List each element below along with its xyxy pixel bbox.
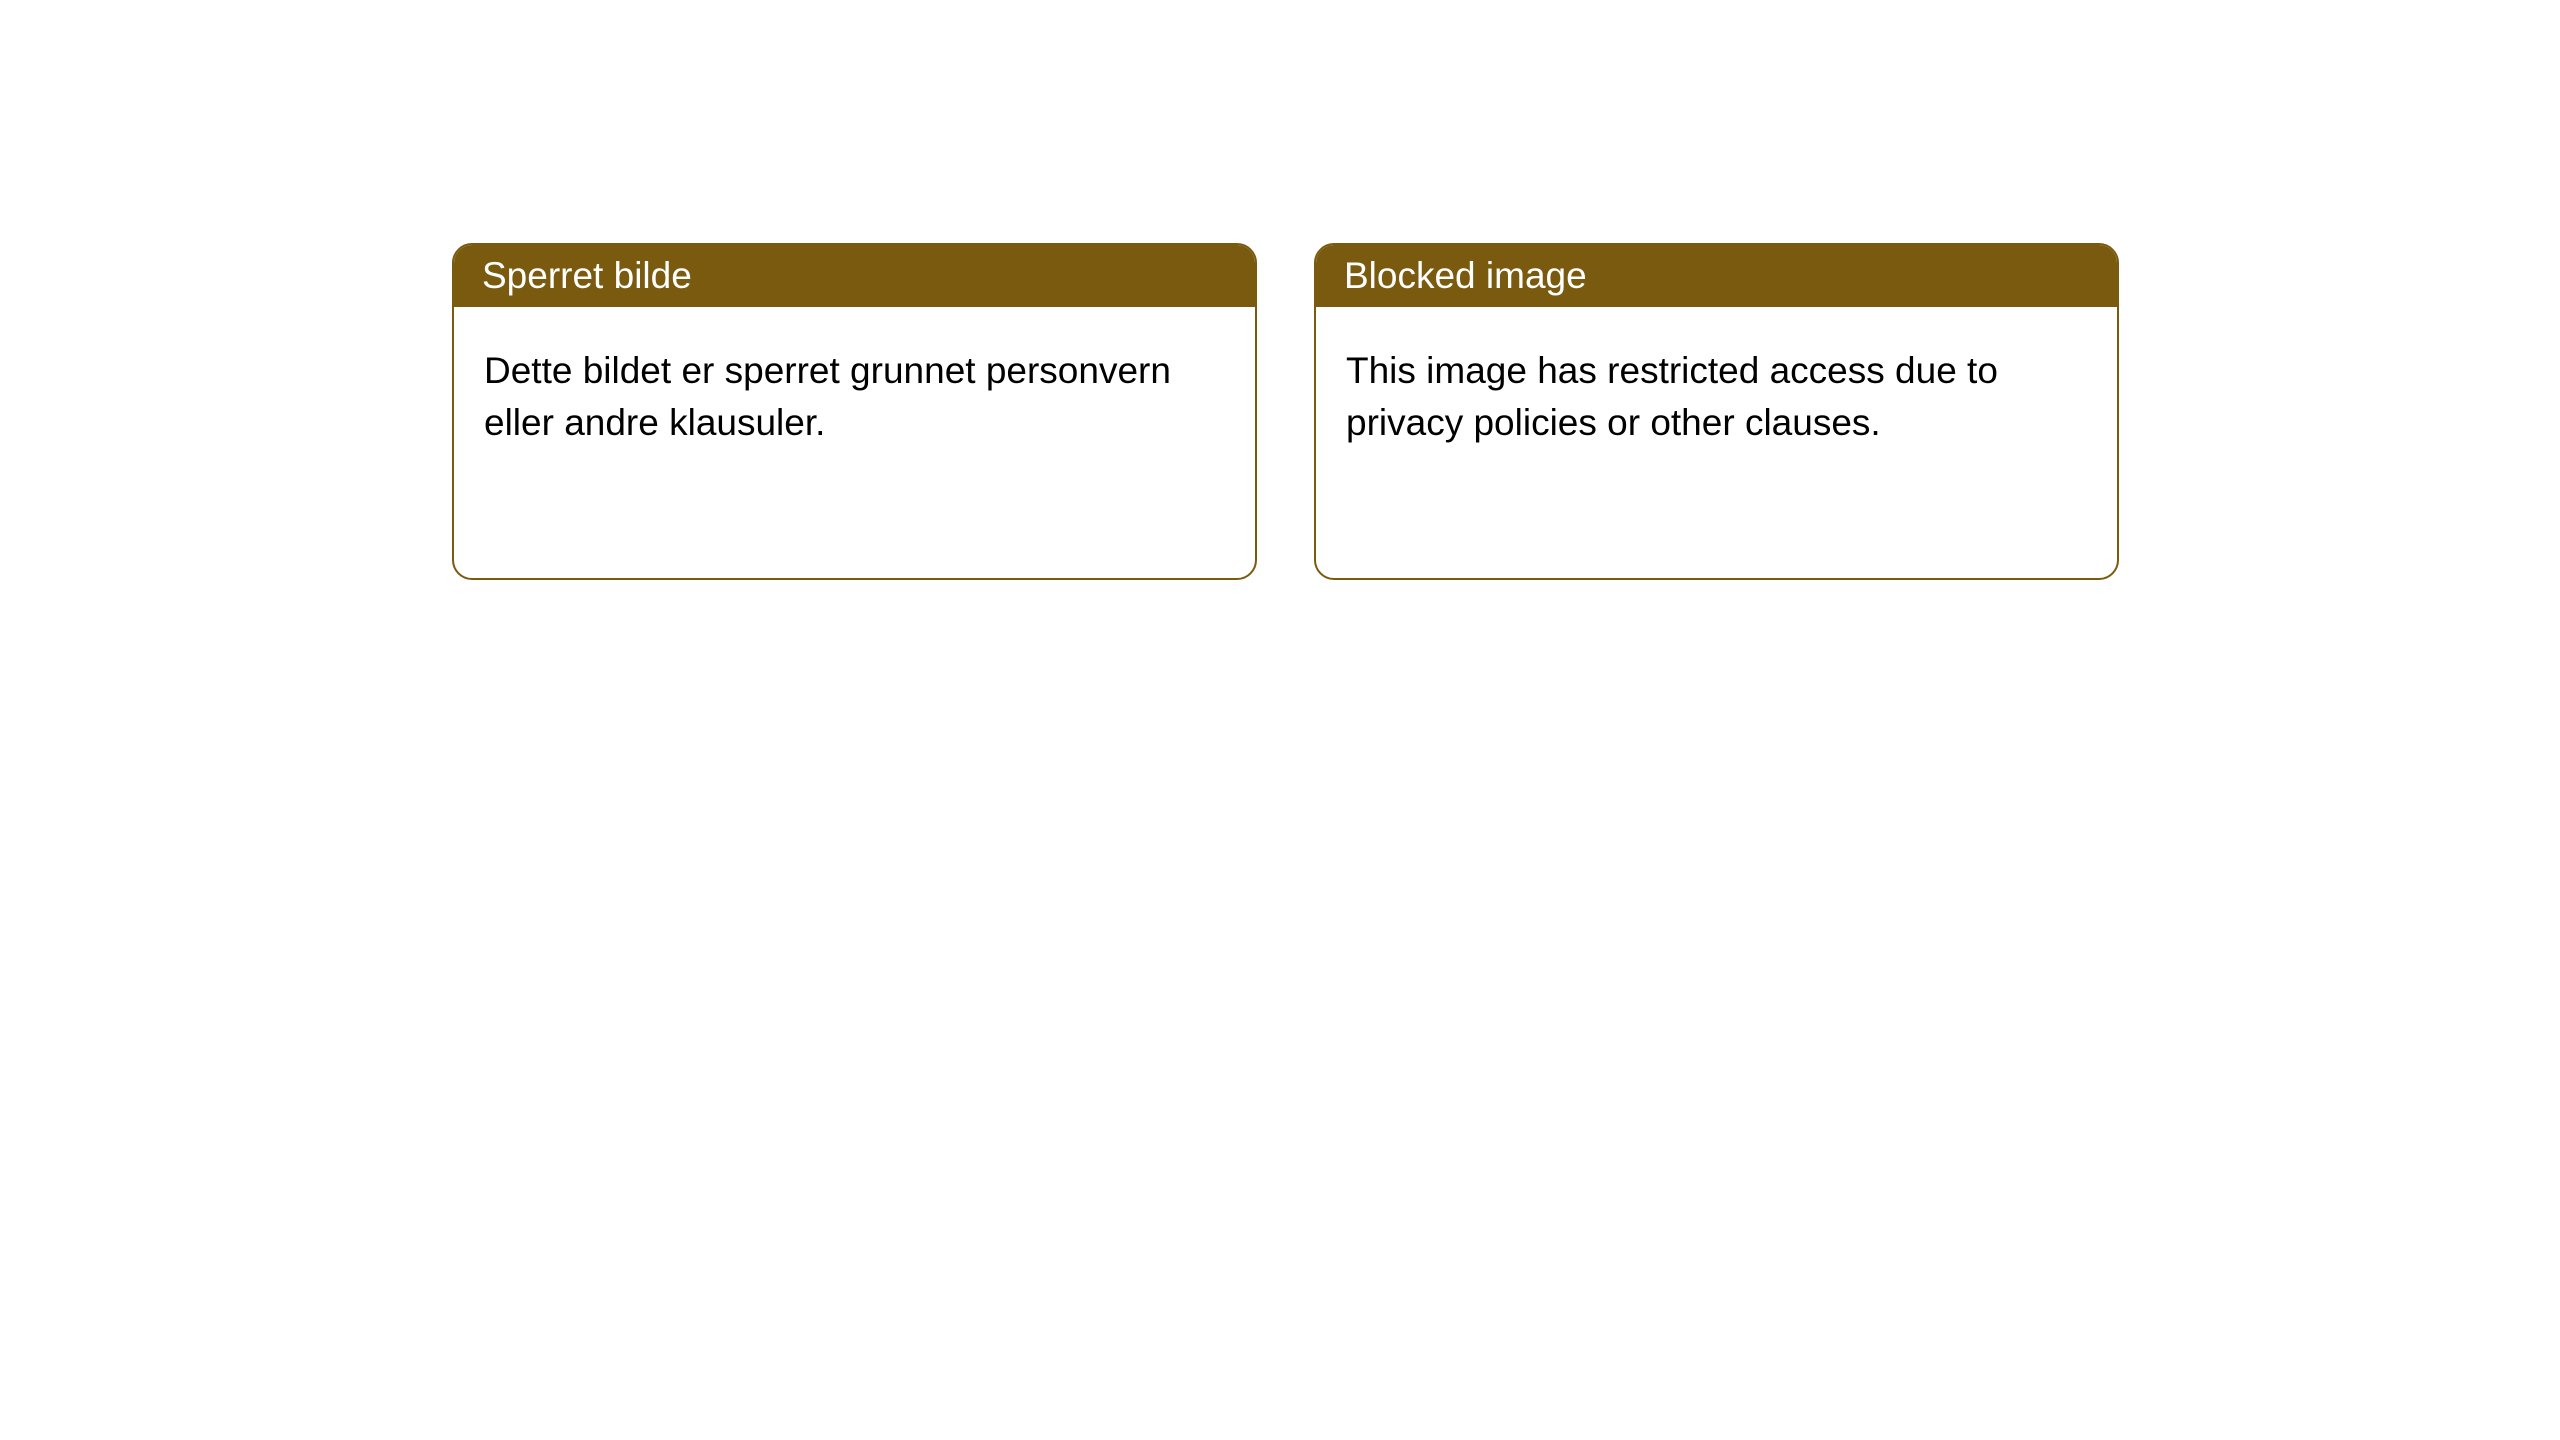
notice-card-norwegian: Sperret bilde Dette bildet er sperret gr… xyxy=(452,243,1257,580)
cards-container: Sperret bilde Dette bildet er sperret gr… xyxy=(0,0,2560,580)
card-body: Dette bildet er sperret grunnet personve… xyxy=(454,307,1255,487)
card-title: Sperret bilde xyxy=(482,255,692,297)
card-title: Blocked image xyxy=(1344,255,1587,297)
notice-card-english: Blocked image This image has restricted … xyxy=(1314,243,2119,580)
card-body-text: This image has restricted access due to … xyxy=(1346,350,1998,443)
card-header: Sperret bilde xyxy=(454,245,1255,307)
card-body-text: Dette bildet er sperret grunnet personve… xyxy=(484,350,1171,443)
card-body: This image has restricted access due to … xyxy=(1316,307,2117,487)
card-header: Blocked image xyxy=(1316,245,2117,307)
